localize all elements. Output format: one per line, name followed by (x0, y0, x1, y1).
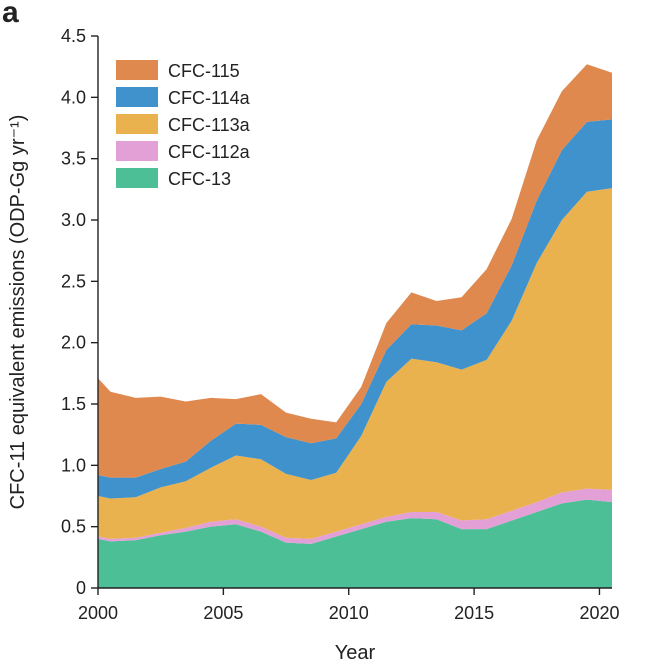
y-tick-label: 3.5 (61, 149, 86, 169)
legend-swatch-cfc-115 (116, 60, 158, 80)
area-cfc-13 (98, 499, 612, 588)
legend-swatch-cfc-114a (116, 87, 158, 107)
x-tick-label: 2020 (579, 603, 619, 623)
area-cfc-113a (98, 188, 612, 539)
panel-label: a (2, 0, 19, 29)
y-tick-label: 2.0 (61, 333, 86, 353)
x-tick-label: 2010 (329, 603, 369, 623)
y-tick-label: 2.5 (61, 271, 86, 291)
y-axis-title: CFC-11 equivalent emissions (ODP-Gg yr⁻¹… (7, 115, 29, 510)
y-tick-label: 4.5 (61, 26, 86, 46)
legend-label-cfc-114a: CFC-114a (168, 88, 251, 108)
area-layers (98, 64, 612, 588)
x-axis-ticks: 2000 2005 2010 2015 2020 (78, 588, 619, 623)
y-tick-label: 0 (76, 578, 86, 598)
x-tick-label: 2015 (454, 603, 494, 623)
axes: 2000 2005 2010 2015 2020 0 0.5 1.0 1.5 2.0 2.5 3.0… (61, 26, 620, 623)
x-tick-label: 2000 (78, 603, 118, 623)
legend-swatch-cfc-13 (116, 168, 158, 188)
y-axis-ticks: 0 0.5 1.0 1.5 2.0 2.5 3.0 3.5 4.0 4.5 (61, 26, 98, 598)
y-tick-label: 1.0 (61, 455, 86, 475)
y-tick-label: 4.0 (61, 87, 86, 107)
area-cfc-112a (98, 488, 612, 544)
legend-label-cfc-115: CFC-115 (168, 61, 240, 81)
legend-label-cfc-113a: CFC-113a (168, 115, 251, 135)
legend-label-cfc-13: CFC-13 (168, 169, 231, 189)
legend-swatch-cfc-113a (116, 114, 158, 134)
legend-label-cfc-112a: CFC-112a (168, 142, 251, 162)
y-tick-label: 1.5 (61, 394, 86, 414)
x-axis-title: Year (335, 642, 376, 664)
x-tick-label: 2005 (203, 603, 243, 623)
legend-swatch-cfc-112a (116, 141, 158, 161)
y-tick-label: 3.0 (61, 210, 86, 230)
legend: CFC-115 CFC-114a CFC-113a CFC-112a CFC-13 (116, 60, 251, 189)
y-tick-label: 0.5 (61, 517, 86, 537)
area-cfc-115 (98, 64, 612, 478)
area-cfc-114a (98, 119, 612, 499)
